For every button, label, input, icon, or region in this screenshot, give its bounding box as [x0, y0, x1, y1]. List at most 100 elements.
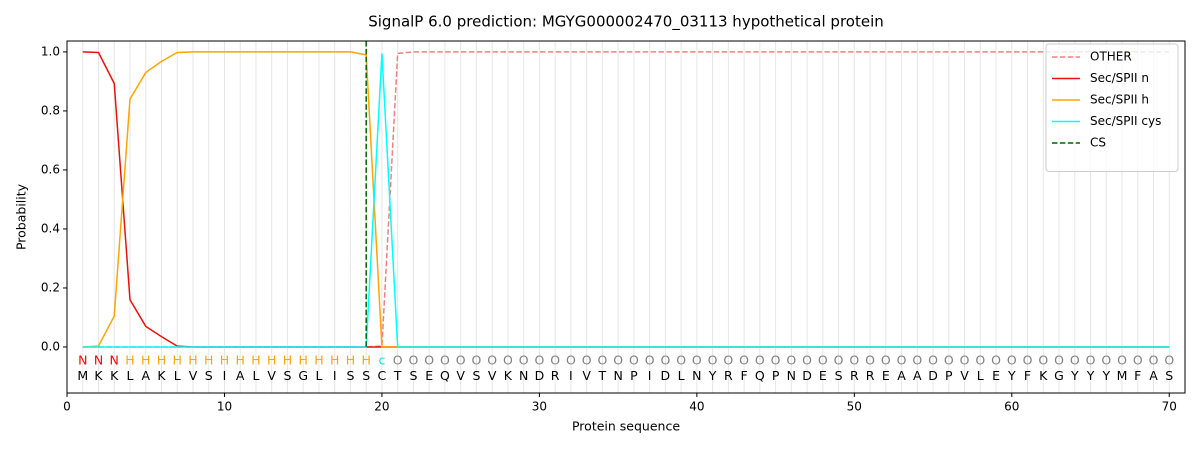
residue-letter: E [819, 368, 827, 383]
region-label: O [1117, 353, 1127, 368]
region-label: N [78, 353, 87, 368]
residue-letter: S [409, 368, 417, 383]
residue-letter: Q [440, 368, 450, 383]
y-tick-label: 0.6 [41, 162, 60, 176]
residue-letter: R [724, 368, 733, 383]
residue-letter: N [787, 368, 796, 383]
residue-letter: V [582, 368, 591, 383]
region-label: H [204, 353, 213, 368]
y-tick-label: 0.0 [41, 339, 60, 353]
residue-letter: S [346, 368, 354, 383]
x-tick-label: 70 [1162, 400, 1177, 414]
residue-letter: A [1149, 368, 1158, 383]
region-label: O [550, 353, 560, 368]
region-label: H [236, 353, 245, 368]
region-label: O [676, 353, 686, 368]
residue-letter: I [333, 368, 337, 383]
region-label: O [471, 353, 481, 368]
legend-box [1045, 43, 1179, 172]
legend-label: CS [1090, 136, 1106, 150]
region-label: O [755, 353, 765, 368]
region-label: O [1038, 353, 1048, 368]
region-label: O [975, 353, 985, 368]
residue-letter: K [110, 368, 119, 383]
residue-letter: Y [1086, 368, 1095, 383]
x-axis-label: Protein sequence [572, 419, 680, 434]
residue-letter: Q [755, 368, 765, 383]
region-label: O [1164, 353, 1174, 368]
region-label: O [440, 353, 450, 368]
x-tick-label: 60 [1004, 400, 1019, 414]
region-label: H [188, 353, 197, 368]
region-label: O [739, 353, 749, 368]
residue-letter: I [223, 368, 227, 383]
residue-letter: V [488, 368, 497, 383]
region-label: O [660, 353, 670, 368]
region-label: O [597, 353, 607, 368]
residue-letter: N [519, 368, 528, 383]
residue-letter: R [850, 368, 859, 383]
region-label: O [818, 353, 828, 368]
region-label: O [960, 353, 970, 368]
region-label: O [1070, 353, 1080, 368]
x-tick-label: 30 [532, 400, 547, 414]
region-label: O [928, 353, 938, 368]
region-label: O [692, 353, 702, 368]
region-label: O [503, 353, 513, 368]
residue-letter: N [613, 368, 622, 383]
legend-label: Sec/SPII h [1090, 93, 1149, 107]
region-label: O [534, 353, 544, 368]
residue-letter: D [928, 368, 938, 383]
region-label: H [298, 353, 307, 368]
residue-letter: F [740, 368, 747, 383]
residue-letter: D [535, 368, 545, 383]
residue-letter: K [157, 368, 166, 383]
region-label: O [629, 353, 639, 368]
residue-letter: P [630, 368, 638, 383]
chart-title: SignalP 6.0 prediction: MGYG000002470_03… [368, 13, 884, 32]
residue-letter: R [551, 368, 560, 383]
region-label: O [834, 353, 844, 368]
region-label: O [723, 353, 733, 368]
region-label: O [1023, 353, 1033, 368]
region-label: O [849, 353, 859, 368]
residue-letter: P [772, 368, 780, 383]
residue-letter: D [802, 368, 812, 383]
region-label: O [1149, 353, 1159, 368]
region-label: H [141, 353, 150, 368]
region-label: H [173, 353, 182, 368]
region-label: c [378, 353, 385, 368]
residue-letter: V [189, 368, 198, 383]
region-label: O [393, 353, 403, 368]
residue-letter: L [678, 368, 685, 383]
residue-letter: K [94, 368, 103, 383]
residue-letter: K [504, 368, 513, 383]
residue-letter: S [1165, 368, 1173, 383]
region-label: O [786, 353, 796, 368]
residue-letter: I [648, 368, 652, 383]
residue-letter: N [692, 368, 701, 383]
residue-letter: L [127, 368, 134, 383]
x-tick-label: 0 [63, 400, 71, 414]
region-label: O [1086, 353, 1096, 368]
residue-letter: M [77, 368, 88, 383]
residue-letter: F [1024, 368, 1031, 383]
y-axis-label: Probability [14, 183, 29, 250]
residue-letter: L [252, 368, 259, 383]
y-tick-label: 0.4 [41, 221, 60, 235]
region-label: O [566, 353, 576, 368]
legend-label: Sec/SPII cys [1090, 114, 1161, 128]
residue-letter: P [945, 368, 953, 383]
residue-letter: F [1134, 368, 1141, 383]
residue-letter: E [882, 368, 890, 383]
region-label: O [519, 353, 529, 368]
residue-letter: T [598, 368, 607, 383]
residue-letter: V [267, 368, 276, 383]
region-label: O [582, 353, 592, 368]
region-label: O [645, 353, 655, 368]
region-label: O [944, 353, 954, 368]
residue-letter: C [378, 368, 387, 383]
region-label: O [708, 353, 718, 368]
region-label: O [771, 353, 781, 368]
region-label: O [991, 353, 1001, 368]
